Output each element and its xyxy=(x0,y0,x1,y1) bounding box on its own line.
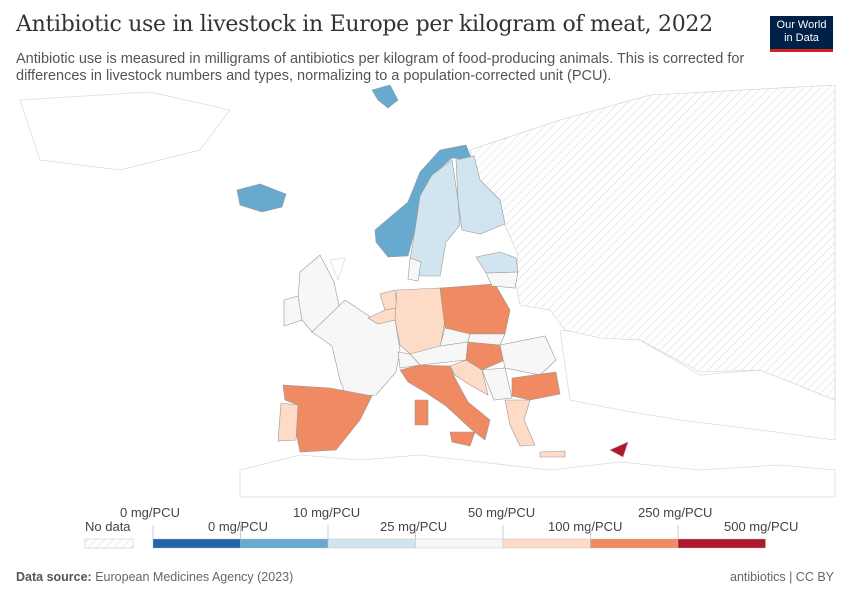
country-denmark[interactable] xyxy=(407,257,422,282)
country-spain[interactable] xyxy=(282,384,373,453)
country-bulgaria[interactable] xyxy=(511,371,561,401)
country-crete[interactable] xyxy=(539,450,566,458)
country-cyprus[interactable] xyxy=(609,441,629,458)
country-greece[interactable] xyxy=(504,399,536,447)
country-sardinia[interactable] xyxy=(414,399,429,426)
country-serbia[interactable] xyxy=(481,367,513,401)
country-slovakia[interactable] xyxy=(467,333,506,346)
country-united-kingdom[interactable] xyxy=(297,254,343,333)
legend-no-data-swatch xyxy=(84,538,134,549)
legend-lower-label: 100 mg/PCU xyxy=(548,519,623,534)
data-source: Data source: European Medicines Agency (… xyxy=(16,570,293,584)
country-italy[interactable] xyxy=(399,364,491,441)
country-netherlands[interactable] xyxy=(379,289,398,311)
legend-upper-label: 250 mg/PCU xyxy=(638,505,713,520)
country-romania[interactable] xyxy=(499,335,557,376)
legend-lower-label: 500 mg/PCU xyxy=(724,519,799,534)
country-sicily[interactable] xyxy=(449,431,476,447)
legend-bin[interactable] xyxy=(327,538,416,549)
source-text[interactable]: European Medicines Agency (2023) xyxy=(95,570,294,584)
legend-bin[interactable] xyxy=(677,538,766,549)
country-germany[interactable] xyxy=(394,287,446,355)
legend-bin[interactable] xyxy=(240,538,329,549)
legend-bin[interactable] xyxy=(590,538,679,549)
legend-bin[interactable] xyxy=(415,538,504,549)
legend-lower-label: 25 mg/PCU xyxy=(380,519,448,534)
owid-logo[interactable]: Our World in Data xyxy=(770,16,833,52)
legend-no-data-label: No data xyxy=(85,519,131,534)
chart-title: Antibiotic use in livestock in Europe pe… xyxy=(16,12,713,37)
country-baltics[interactable] xyxy=(475,251,519,274)
license[interactable]: antibiotics | CC BY xyxy=(730,570,834,584)
country-sweden[interactable] xyxy=(409,159,461,277)
country-portugal[interactable] xyxy=(277,402,299,442)
country-lithuania[interactable] xyxy=(485,271,519,289)
legend-upper-label: 0 mg/PCU xyxy=(120,505,180,520)
chart-subtitle: Antibiotic use is measured in milligrams… xyxy=(16,51,745,84)
legend-lower-label: 0 mg/PCU xyxy=(208,519,268,534)
legend-bar xyxy=(84,525,766,549)
country-iceland[interactable] xyxy=(236,183,287,213)
country-ireland[interactable] xyxy=(283,295,303,327)
country-croatia[interactable] xyxy=(449,359,489,396)
logo-line1: Our World xyxy=(776,19,827,31)
country-poland[interactable] xyxy=(439,283,511,335)
source-label: Data source: xyxy=(16,570,92,584)
legend-upper-label: 10 mg/PCU xyxy=(293,505,361,520)
country-svalbard[interactable] xyxy=(371,85,399,109)
europe-map xyxy=(19,85,836,498)
legend-upper-label: 50 mg/PCU xyxy=(468,505,536,520)
legend-bin[interactable] xyxy=(152,538,241,549)
logo-line2: in Data xyxy=(784,32,819,44)
country-finland[interactable] xyxy=(455,155,506,235)
legend-bin[interactable] xyxy=(502,538,591,549)
country-norway[interactable] xyxy=(374,144,473,258)
